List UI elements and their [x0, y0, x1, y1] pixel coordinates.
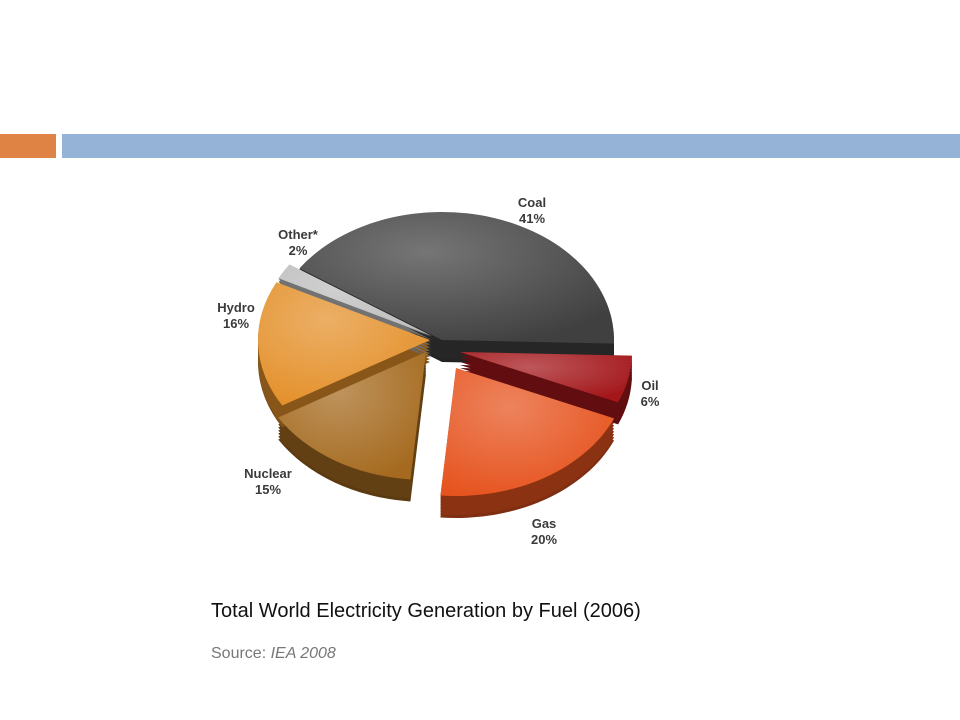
- source-value: IEA 2008: [270, 645, 336, 662]
- slice-highlight-gas: [440, 368, 615, 496]
- label-other: Other*: [278, 227, 319, 242]
- percent-gas: 20%: [531, 532, 557, 547]
- chart-caption: Total World Electricity Generation by Fu…: [211, 600, 641, 622]
- chart-source: Source: IEA 2008: [211, 645, 336, 663]
- label-nuclear: Nuclear: [244, 466, 292, 481]
- label-coal: Coal: [518, 195, 546, 210]
- percent-hydro: 16%: [223, 316, 249, 331]
- source-label: Source:: [211, 645, 267, 662]
- label-oil: Oil: [641, 378, 658, 393]
- slice-highlight-coal: [299, 212, 614, 344]
- slice-highlight-nuclear: [278, 352, 426, 480]
- accent-band: [0, 134, 56, 158]
- percent-nuclear: 15%: [255, 482, 281, 497]
- label-hydro: Hydro: [217, 300, 255, 315]
- slice-highlight-hydro: [258, 282, 430, 406]
- percent-oil: 6%: [641, 394, 660, 409]
- percent-coal: 41%: [519, 211, 545, 226]
- header-band: [62, 134, 960, 158]
- slice-highlight-oil: [460, 352, 632, 403]
- label-gas: Gas: [532, 516, 557, 531]
- slice-highlight-other: [278, 264, 432, 336]
- percent-other: 2%: [289, 243, 308, 258]
